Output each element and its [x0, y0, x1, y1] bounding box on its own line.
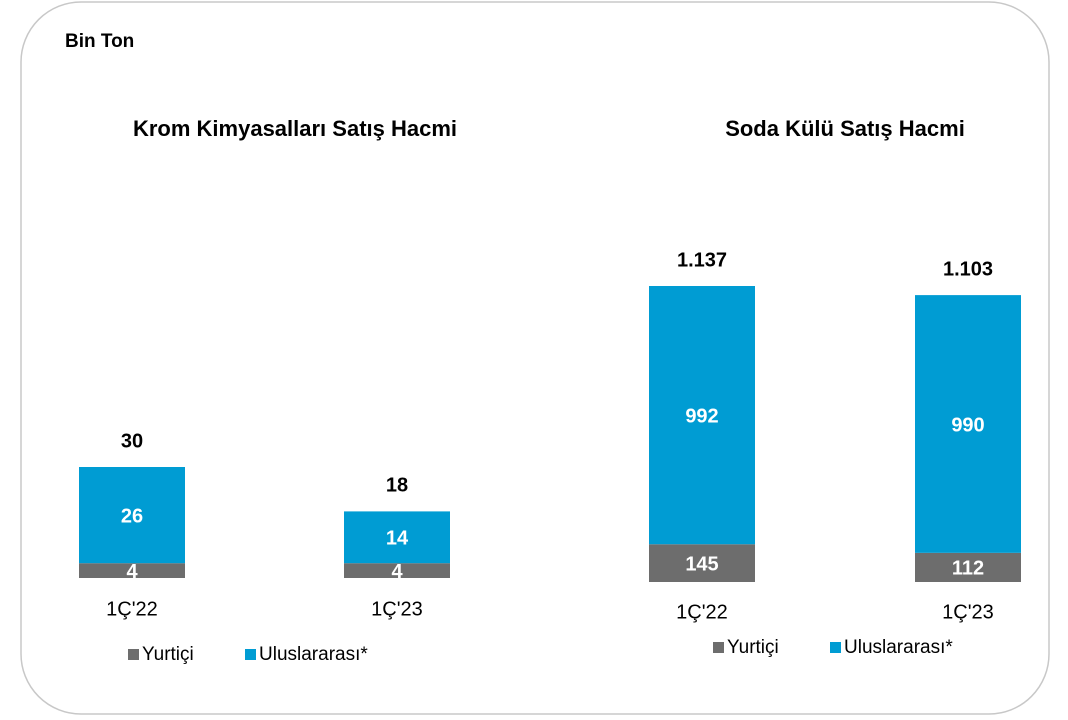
x-tick-label: 1Ç'22	[106, 598, 158, 620]
x-tick-label: 1Ç'23	[371, 598, 423, 620]
x-tick-label: 1Ç'23	[942, 601, 994, 623]
legend-label: Yurtiçi	[142, 644, 194, 665]
bar-segment	[915, 295, 1021, 553]
segment-label: 14	[386, 528, 409, 550]
total-label: 18	[386, 475, 408, 497]
bar-segment	[344, 511, 450, 564]
segment-label: 990	[951, 414, 984, 436]
legend-swatch	[713, 642, 724, 653]
legend-label: Yurtiçi	[727, 637, 779, 658]
legend-label: Uluslararası*	[259, 644, 368, 665]
total-label: 30	[121, 430, 143, 452]
bar-segment	[915, 552, 1021, 582]
legend-label: Uluslararası*	[844, 637, 953, 658]
frame	[20, 1, 1050, 715]
bar-segment	[79, 467, 185, 564]
legend-swatch	[245, 649, 256, 660]
segment-label: 26	[121, 505, 143, 527]
bar-segment	[344, 563, 450, 578]
x-tick-label: 1Ç'22	[676, 601, 728, 623]
bar-segment	[649, 286, 755, 545]
legend-swatch	[830, 642, 841, 653]
bar-segment	[79, 563, 185, 578]
chart-title: Krom Kimyasalları Satış Hacmi	[133, 116, 457, 141]
bar-segment	[649, 544, 755, 582]
unit-label: Bin Ton	[65, 31, 134, 52]
segment-label: 4	[391, 561, 403, 583]
segment-label: 992	[685, 405, 718, 427]
legend-swatch	[128, 649, 139, 660]
segment-label: 145	[685, 553, 718, 575]
total-label: 1.137	[677, 249, 727, 271]
segment-label: 112	[952, 558, 984, 580]
total-label: 1.103	[943, 258, 993, 280]
segment-label: 4	[126, 561, 138, 583]
chart-title: Soda Külü Satış Hacmi	[725, 116, 965, 141]
